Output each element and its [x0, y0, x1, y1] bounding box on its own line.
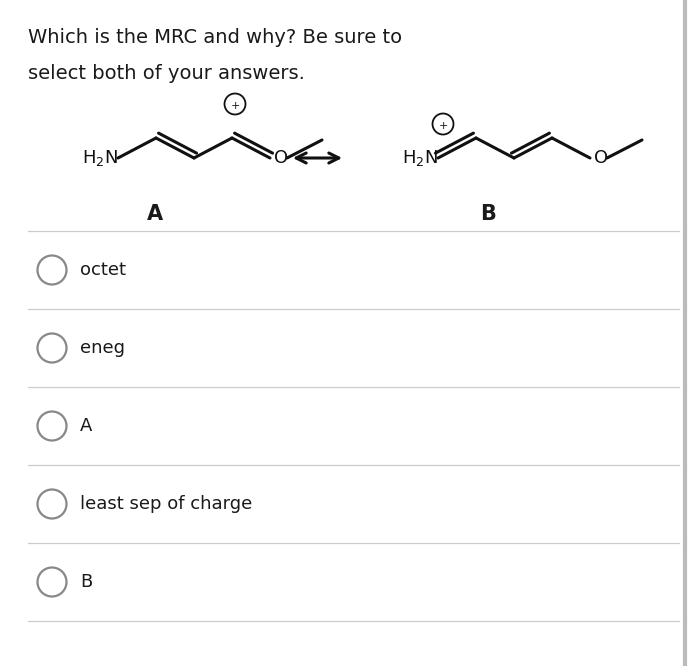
Text: H$_2$N: H$_2$N [402, 148, 438, 168]
Text: Which is the MRC and why? Be sure to: Which is the MRC and why? Be sure to [28, 28, 402, 47]
Text: O: O [594, 149, 608, 167]
Text: select both of your answers.: select both of your answers. [28, 64, 305, 83]
Text: H$_2$N: H$_2$N [82, 148, 118, 168]
Text: +: + [438, 121, 448, 131]
Text: +: + [230, 101, 239, 111]
Text: B: B [80, 573, 92, 591]
Text: eneg: eneg [80, 339, 125, 357]
Text: A: A [80, 417, 92, 435]
Text: least sep of charge: least sep of charge [80, 495, 252, 513]
Text: O: O [274, 149, 288, 167]
Text: octet: octet [80, 261, 126, 279]
Text: B: B [480, 204, 496, 224]
Text: A: A [147, 204, 163, 224]
